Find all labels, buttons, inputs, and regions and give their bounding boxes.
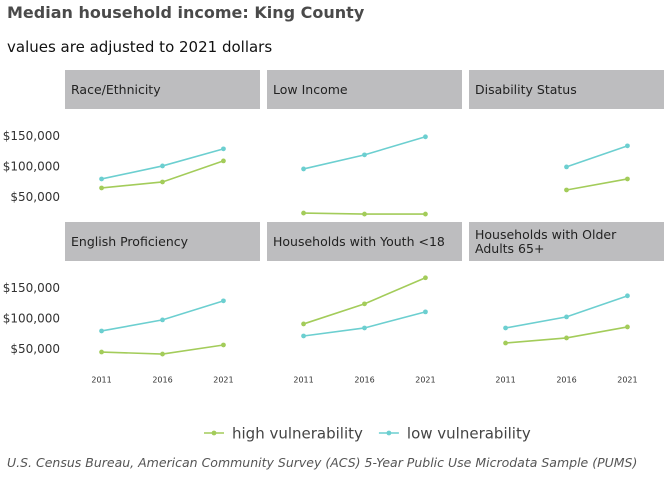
data-point xyxy=(564,335,569,341)
x-tick-label: 2016 xyxy=(152,376,172,385)
data-point xyxy=(221,146,226,152)
data-point xyxy=(99,176,104,182)
y-tick-label: $150,000 xyxy=(3,281,60,295)
data-point xyxy=(99,185,104,191)
data-point xyxy=(625,324,630,330)
data-point xyxy=(301,210,306,216)
data-point xyxy=(301,333,306,339)
data-point xyxy=(221,298,226,304)
series-line xyxy=(505,295,628,329)
series-line xyxy=(303,311,426,337)
panel-title: Low Income xyxy=(267,70,462,109)
data-point xyxy=(221,158,226,164)
data-point xyxy=(362,301,367,307)
data-point xyxy=(564,164,569,170)
data-point xyxy=(625,176,630,182)
y-tick-label: $150,000 xyxy=(3,129,60,143)
data-point xyxy=(99,328,104,334)
y-tick-label: $100,000 xyxy=(3,311,60,325)
data-point xyxy=(362,211,367,217)
data-point xyxy=(301,166,306,172)
panel-title: Race/Ethnicity xyxy=(65,70,260,109)
x-tick-label: 2021 xyxy=(415,376,435,385)
x-tick-label: 2016 xyxy=(556,376,576,385)
x-tick-label: 2021 xyxy=(617,376,637,385)
x-tick-label: 2011 xyxy=(293,376,313,385)
series-line xyxy=(505,326,628,344)
data-point xyxy=(221,342,226,348)
x-tick-label: 2016 xyxy=(354,376,374,385)
panel-title: English Proficiency xyxy=(65,222,260,261)
legend-label: high vulnerability xyxy=(232,425,363,443)
panel-title: Disability Status xyxy=(469,70,664,109)
series-line xyxy=(566,178,628,191)
series-line xyxy=(101,300,224,332)
data-point xyxy=(160,179,165,185)
data-point xyxy=(160,351,165,357)
data-point xyxy=(625,293,630,299)
series-line xyxy=(566,145,628,168)
data-point xyxy=(423,275,428,281)
data-point xyxy=(423,211,428,217)
x-tick-label: 2011 xyxy=(495,376,515,385)
y-tick-label: $100,000 xyxy=(3,159,60,173)
data-point xyxy=(362,152,367,158)
data-point xyxy=(362,325,367,331)
data-point xyxy=(160,317,165,323)
chart-title: Median household income: King County xyxy=(7,3,365,22)
chart-subtitle: values are adjusted to 2021 dollars xyxy=(7,38,273,56)
data-point xyxy=(564,314,569,320)
data-point xyxy=(503,325,508,331)
panel-title: Households with Older Adults 65+ xyxy=(469,222,664,261)
data-point xyxy=(625,143,630,149)
data-point xyxy=(503,340,508,346)
y-tick-label: $50,000 xyxy=(10,342,60,356)
data-point xyxy=(301,321,306,327)
data-point xyxy=(423,309,428,315)
legend-label: low vulnerability xyxy=(407,425,531,443)
y-tick-label: $50,000 xyxy=(10,190,60,204)
legend-dot xyxy=(386,430,392,436)
panel-title: Households with Youth <18 xyxy=(267,222,462,261)
x-tick-label: 2011 xyxy=(91,376,111,385)
data-point xyxy=(564,187,569,193)
x-tick-label: 2021 xyxy=(213,376,233,385)
data-point xyxy=(160,163,165,169)
caption: U.S. Census Bureau, American Community S… xyxy=(7,455,638,470)
data-point xyxy=(99,349,104,355)
data-point xyxy=(423,134,428,140)
legend-dot xyxy=(211,430,217,436)
